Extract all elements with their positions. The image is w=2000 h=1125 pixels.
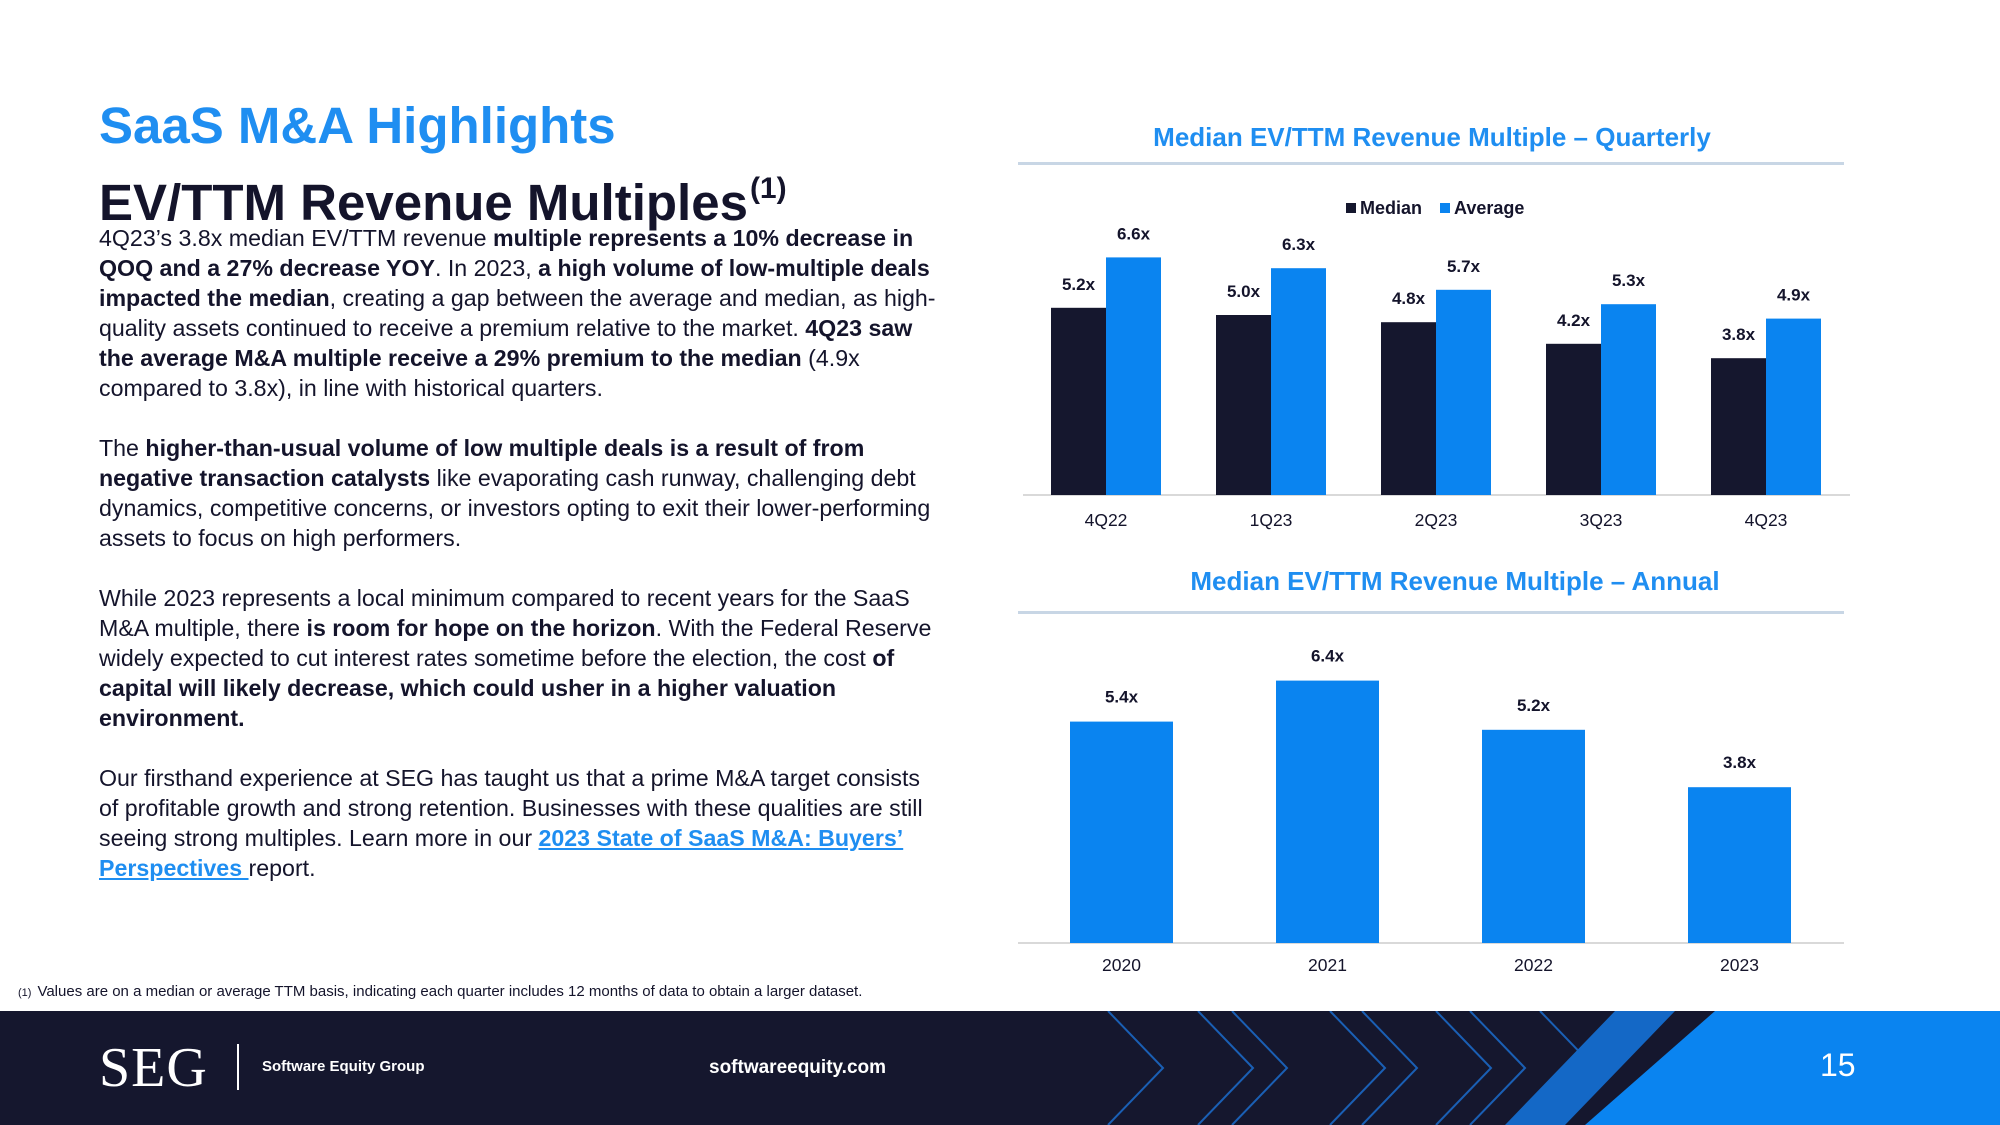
tick-label-3Q23: 3Q23 — [1580, 510, 1623, 530]
bar-average-2Q23 — [1436, 289, 1491, 495]
footer-chevrons — [1107, 1011, 2000, 1125]
bar-average-3Q23 — [1601, 304, 1656, 495]
page-number: 15 — [1820, 1047, 1856, 1083]
seg-logo: SEG — [99, 1037, 208, 1099]
data-label-median-4Q23: 3.8x — [1722, 325, 1756, 344]
annual-chart-title: Median EV/TTM Revenue Multiple – Annual — [1190, 566, 1720, 596]
tick-label-2023: 2023 — [1720, 955, 1759, 975]
chevron-icon — [1435, 1011, 1493, 1125]
page-subtitle: EV/TTM Revenue Multiples(1) — [99, 158, 787, 234]
bar-median-2Q23 — [1381, 322, 1436, 495]
tick-label-2021: 2021 — [1308, 955, 1347, 975]
data-label-average-2Q23: 5.7x — [1447, 257, 1481, 276]
data-label-median-4Q22: 5.2x — [1062, 275, 1096, 294]
tick-label-1Q23: 1Q23 — [1250, 510, 1293, 530]
body-copy: 4Q23’s 3.8x median EV/TTM revenue multip… — [99, 223, 939, 913]
legend-average: Average — [1440, 198, 1524, 219]
data-label-average-3Q23: 5.3x — [1612, 271, 1646, 290]
footer-bar: SEG Software Equity Group softwareequity… — [0, 1011, 2000, 1125]
bar-annual-2020 — [1070, 721, 1173, 943]
legend-average-swatch — [1440, 203, 1451, 213]
logo-divider — [237, 1044, 239, 1090]
bar-annual-2023 — [1688, 787, 1791, 943]
data-label-median-1Q23: 5.0x — [1227, 282, 1261, 301]
data-label-annual-2021: 6.4x — [1311, 647, 1345, 666]
data-label-average-1Q23: 6.3x — [1282, 235, 1316, 254]
legend-median-swatch — [1346, 203, 1356, 213]
bar-median-4Q22 — [1051, 307, 1106, 495]
tick-label-4Q22: 4Q22 — [1085, 510, 1128, 530]
report-link[interactable]: 2023 State of SaaS M&A: Buyers’ Perspect… — [99, 825, 904, 881]
legend-median: Median — [1346, 198, 1422, 219]
paragraph-2: The higher-than-usual volume of low mult… — [99, 435, 931, 551]
charts-canvas: 5.2x 6.6x 4Q22 5.0x 6.3x 1Q23 4.8x 5.7x 2Q23 4.2x… — [1018, 224, 1850, 975]
footnote-marker: (1) — [749, 172, 787, 205]
chevron-icon — [1469, 1011, 1527, 1125]
bar-average-4Q23 — [1766, 318, 1821, 495]
chevron-icon — [1231, 1011, 1289, 1125]
data-label-annual-2022: 5.2x — [1517, 696, 1551, 715]
paragraph-3: While 2023 represents a local minimum co… — [99, 585, 932, 731]
tick-label-2020: 2020 — [1102, 955, 1141, 975]
bar-average-1Q23 — [1271, 268, 1326, 495]
chevron-icon — [1197, 1011, 1255, 1125]
chevron-icon — [1329, 1011, 1387, 1125]
subtitle-text: EV/TTM Revenue Multiples — [99, 174, 748, 231]
footer-accent-shape — [1505, 1011, 1675, 1125]
data-label-average-4Q23: 4.9x — [1777, 286, 1811, 305]
company-name: Software Equity Group — [262, 1058, 425, 1075]
chevron-icon — [1107, 1011, 1165, 1125]
bar-annual-2021 — [1276, 680, 1379, 943]
data-label-median-2Q23: 4.8x — [1392, 289, 1426, 308]
paragraph-4: Our firsthand experience at SEG has taug… — [99, 765, 923, 881]
tick-label-2022: 2022 — [1514, 955, 1553, 975]
data-label-annual-2023: 3.8x — [1723, 753, 1757, 772]
annual-title-rule — [1018, 611, 1844, 614]
bar-annual-2022 — [1482, 729, 1585, 943]
chevron-icon — [1361, 1011, 1419, 1125]
tick-label-4Q23: 4Q23 — [1745, 510, 1788, 530]
page-title: SaaS M&A Highlights — [99, 97, 616, 154]
website-link[interactable]: softwareequity.com — [709, 1057, 887, 1078]
bar-median-4Q23 — [1711, 358, 1766, 495]
data-label-median-3Q23: 4.2x — [1557, 311, 1591, 330]
footer-blue-panel — [1585, 1011, 2000, 1125]
bar-average-4Q22 — [1106, 257, 1161, 495]
quarterly-title-rule — [1018, 162, 1844, 165]
data-label-average-4Q22: 6.6x — [1117, 224, 1151, 243]
paragraph-1: 4Q23’s 3.8x median EV/TTM revenue multip… — [99, 225, 936, 401]
bar-median-1Q23 — [1216, 315, 1271, 495]
quarterly-chart-title: Median EV/TTM Revenue Multiple – Quarter… — [1153, 122, 1711, 152]
tick-label-2Q23: 2Q23 — [1415, 510, 1458, 530]
bar-median-3Q23 — [1546, 343, 1601, 495]
chart-legend: Median Average — [1346, 198, 1524, 219]
footnote: (1) Values are on a median or average TTM… — [18, 983, 863, 1000]
data-label-annual-2020: 5.4x — [1105, 688, 1139, 707]
